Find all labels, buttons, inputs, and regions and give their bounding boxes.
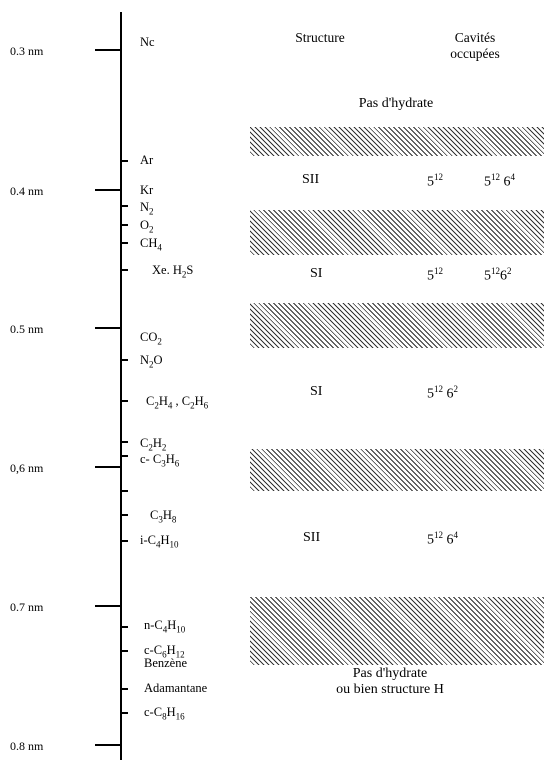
molecule-c-c3h6: c- C3H6 xyxy=(140,452,180,469)
molecule-o2: O2 xyxy=(140,218,154,235)
cavity-row-2-a: 512 xyxy=(427,266,443,284)
cavity-row-4: 512 64 xyxy=(427,530,458,548)
minor-tick xyxy=(120,712,128,714)
cavities-header-line2: occupées xyxy=(450,46,500,61)
size-axis xyxy=(120,12,122,760)
structure-row-2: SI xyxy=(310,266,323,281)
molecule-kr: Kr xyxy=(140,183,154,197)
axis-label-0-6nm: 0,6 nm xyxy=(10,461,44,475)
molecule-ne: Nc xyxy=(140,35,155,49)
minor-tick xyxy=(120,242,128,244)
axis-label-0-8nm: 0.8 nm xyxy=(10,739,44,753)
axis-label-0-3nm: 0.3 nm xyxy=(10,44,44,58)
axis-label-0-7nm: 0.7 nm xyxy=(10,600,44,614)
minor-tick xyxy=(120,359,128,361)
molecule-ch4: CH4 xyxy=(140,236,162,253)
minor-tick xyxy=(120,160,128,162)
molecule-n2o: N2O xyxy=(140,353,163,370)
molecule-benzene: Benzène xyxy=(144,656,188,670)
cavities-header-line1: Cavités xyxy=(454,30,496,45)
minor-tick xyxy=(120,400,128,402)
major-tick xyxy=(95,189,122,191)
molecule-c-c6h12: c-C6H12 xyxy=(144,643,185,660)
minor-tick xyxy=(120,688,128,690)
no-hydrate-top-note: Pas d'hydrate xyxy=(358,96,434,111)
minor-tick xyxy=(120,455,128,457)
hatched-band xyxy=(250,597,544,665)
molecule-xe-h2s: Xe. H2S xyxy=(152,263,194,280)
minor-tick xyxy=(120,441,128,443)
no-hydrate-bottom-line1: Pas d'hydrate xyxy=(352,666,428,681)
no-hydrate-bottom-note: Pas d'hydrate ou bien structure H xyxy=(270,666,510,698)
axis-label-0-5nm: 0.5 nm xyxy=(10,322,44,336)
molecule-c-c8h16: c-C8H16 xyxy=(144,705,185,722)
minor-tick xyxy=(120,205,128,207)
molecule-ar: Ar xyxy=(140,153,154,167)
cavity-row-1-a: 512 xyxy=(427,172,443,190)
axis-label-0-4nm: 0.4 nm xyxy=(10,184,44,198)
minor-tick xyxy=(120,514,128,516)
molecule-i-c4h10: i-C4H10 xyxy=(140,533,179,550)
minor-tick xyxy=(120,540,128,542)
structure-row-4: SII xyxy=(303,530,321,545)
molecule-adamantane: Adamantane xyxy=(144,681,208,695)
molecule-c2h4-c2h6: C2H4 , C2H6 xyxy=(146,394,209,411)
major-tick xyxy=(95,327,122,329)
hatched-band xyxy=(250,449,544,491)
cavity-row-2-b: 51262 xyxy=(484,266,512,284)
cavities-header: Cavités occupées xyxy=(425,30,525,62)
minor-tick xyxy=(120,650,128,652)
minor-tick xyxy=(120,490,128,492)
molecule-co2: CO2 xyxy=(140,330,162,347)
minor-tick xyxy=(120,626,128,628)
hatched-band xyxy=(250,210,544,255)
molecule-c2h2: C2H2 xyxy=(140,436,167,453)
structure-header: Structure xyxy=(295,30,345,45)
no-hydrate-bottom-line2: ou bien structure H xyxy=(336,682,444,697)
structure-row-1: SII xyxy=(302,172,320,187)
minor-tick xyxy=(120,269,128,271)
major-tick xyxy=(95,466,122,468)
cavity-row-1-b: 512 64 xyxy=(484,172,515,190)
hatched-band xyxy=(250,303,544,348)
molecule-n2: N2 xyxy=(140,200,154,217)
hatched-band xyxy=(250,127,544,156)
major-tick xyxy=(95,605,122,607)
molecule-c3h8: C3H8 xyxy=(150,508,177,525)
minor-tick xyxy=(120,224,128,226)
major-tick xyxy=(95,744,122,746)
major-tick xyxy=(95,49,122,51)
molecule-n-c4h10: n-C4H10 xyxy=(144,618,186,635)
cavity-row-3: 512 62 xyxy=(427,384,458,402)
structure-row-3: SI xyxy=(310,384,323,399)
